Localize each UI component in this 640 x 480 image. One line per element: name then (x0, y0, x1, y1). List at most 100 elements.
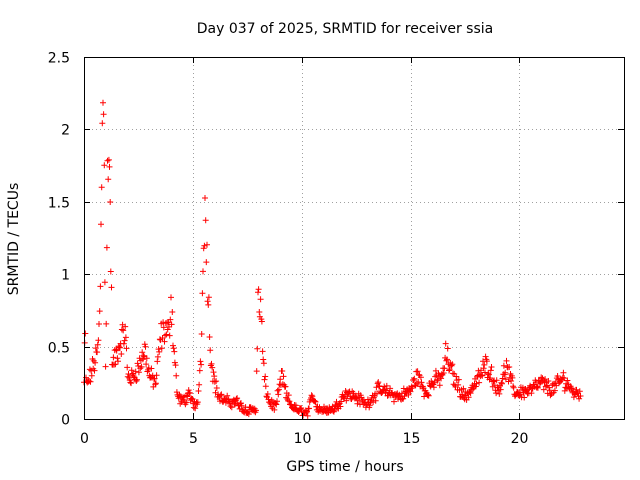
x-tick-label: 15 (403, 431, 421, 447)
data-point (164, 319, 171, 326)
x-tick-label: 5 (189, 431, 198, 447)
data-point (255, 286, 262, 293)
y-tick-label: 0 (61, 413, 70, 429)
data-point (467, 390, 474, 397)
data-point (183, 399, 190, 406)
data-point (538, 374, 545, 381)
data-point (444, 356, 450, 363)
data-point (120, 327, 127, 334)
data-point (277, 376, 284, 383)
data-point (275, 391, 282, 398)
y-tick-label: 1.5 (48, 196, 70, 212)
data-point (442, 340, 449, 347)
data-point (137, 365, 144, 372)
data-point (506, 364, 513, 370)
data-point (260, 356, 267, 363)
data-point (482, 369, 488, 376)
data-point (100, 99, 106, 106)
data-point (196, 381, 203, 388)
data-point (497, 386, 504, 393)
data-point (256, 309, 263, 315)
data-point (375, 379, 382, 386)
data-point (534, 384, 541, 391)
data-point (185, 387, 192, 394)
data-point (573, 386, 580, 393)
data-point (113, 347, 120, 354)
data-point (306, 405, 312, 412)
data-point (465, 394, 472, 401)
data-point (167, 316, 174, 323)
data-point (135, 369, 142, 376)
data-point (309, 393, 316, 400)
data-point (115, 358, 121, 365)
data-point (238, 400, 244, 407)
data-point (478, 372, 485, 379)
data-point (455, 381, 462, 388)
data-point (156, 348, 163, 355)
data-point (205, 301, 212, 308)
data-point (105, 156, 112, 163)
data-point (443, 357, 450, 364)
data-point (96, 321, 102, 327)
data-point (282, 383, 289, 390)
data-point (329, 403, 336, 410)
plot-frame (84, 57, 625, 420)
data-point (260, 360, 267, 367)
data-point (540, 386, 547, 393)
data-point (202, 195, 208, 201)
data-point (202, 217, 209, 224)
data-point (476, 379, 483, 386)
data-point (338, 398, 345, 405)
data-point (488, 364, 495, 370)
data-point (482, 353, 489, 360)
data-point (425, 392, 432, 399)
data-point (217, 392, 224, 399)
data-point (475, 367, 482, 374)
data-point (261, 376, 268, 383)
data-point (170, 342, 176, 349)
data-point (228, 404, 235, 411)
data-point (444, 345, 451, 352)
data-point (207, 347, 214, 354)
data-point (128, 380, 135, 387)
data-point (155, 346, 162, 353)
data-point (446, 367, 452, 374)
data-point (196, 367, 203, 374)
data-point (374, 390, 380, 397)
data-point (152, 381, 159, 388)
data-point (498, 379, 505, 386)
chart-title: Day 037 of 2025, SRMTID for receiver ssi… (197, 21, 493, 37)
data-point (151, 375, 158, 382)
data-point (370, 399, 377, 406)
data-point (124, 364, 131, 371)
data-point (153, 372, 160, 379)
data-point (132, 368, 139, 375)
data-point (103, 320, 110, 327)
x-tick-label: 20 (511, 431, 529, 447)
data-point (96, 308, 103, 315)
data-point (434, 377, 441, 384)
data-point (170, 345, 177, 352)
data-point (118, 351, 125, 357)
data-point (148, 365, 155, 372)
data-point (154, 358, 161, 365)
data-point (210, 369, 217, 376)
data-point (168, 321, 175, 328)
data-point (199, 290, 206, 297)
data-point (234, 395, 241, 402)
data-point (264, 391, 271, 397)
data-point (168, 294, 174, 301)
data-point (438, 375, 445, 382)
data-point (366, 402, 373, 409)
data-point (343, 397, 350, 404)
data-point (166, 332, 173, 339)
data-point (312, 398, 319, 405)
data-point (113, 346, 120, 353)
data-point (286, 398, 293, 405)
y-tick-label: 0.5 (48, 341, 70, 357)
data-point (480, 365, 487, 372)
data-point (381, 386, 388, 393)
data-point (206, 334, 213, 340)
data-point (308, 392, 315, 399)
data-point (350, 390, 357, 397)
